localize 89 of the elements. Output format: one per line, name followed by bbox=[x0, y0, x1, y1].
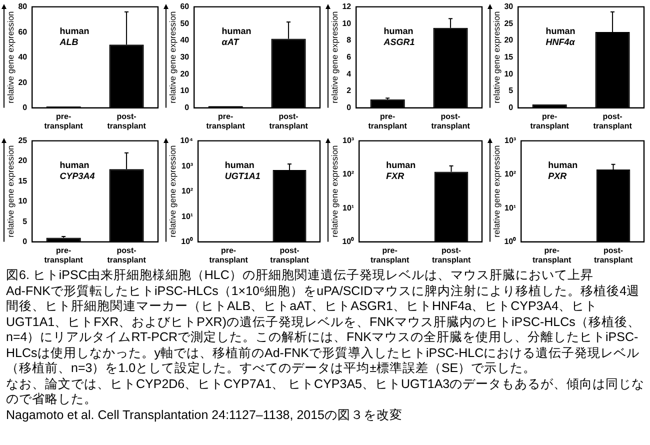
y-tick-label: 40 bbox=[180, 36, 190, 45]
y-tick-label: 40 bbox=[18, 52, 28, 62]
y-tick-label: 10⁴ bbox=[180, 136, 194, 146]
y-tick-label: 10⁰ bbox=[181, 237, 194, 246]
y-tick-label: 50 bbox=[180, 18, 190, 28]
y-tick-label: 20 bbox=[18, 78, 28, 87]
annotation: human bbox=[60, 160, 90, 170]
annotation: ASGR1 bbox=[382, 36, 415, 47]
x-tick-label: pre-transplant bbox=[368, 112, 408, 130]
y-axis-title: relative gene expression bbox=[167, 10, 178, 104]
y-tick-label: 10² bbox=[504, 170, 516, 179]
y-tick-label: 10² bbox=[342, 170, 354, 179]
x-tick-label: pre-transplant bbox=[206, 112, 246, 130]
y-tick-label: 60 bbox=[180, 2, 190, 12]
y-tick-label: 10¹ bbox=[181, 212, 194, 221]
y-tick-label: 10² bbox=[181, 186, 194, 196]
x-tick-label: pre-transplant bbox=[44, 112, 84, 130]
y-tick-label: 10¹ bbox=[504, 203, 516, 212]
y-axis-title: relative gene expression bbox=[5, 144, 16, 238]
x-tick-label: pre-transplant bbox=[44, 246, 84, 264]
y-tick-label: 15 bbox=[18, 176, 28, 186]
annotation: human bbox=[386, 160, 416, 170]
annotation: human bbox=[222, 26, 252, 36]
y-tick-label: 0 bbox=[22, 237, 28, 246]
annotation: UGT1A1 bbox=[224, 170, 260, 181]
annotation: PXR bbox=[548, 170, 568, 181]
y-tick-label: 10 bbox=[504, 69, 514, 78]
y-tick-label: 8 bbox=[346, 36, 352, 45]
y-tick-label: 10³ bbox=[504, 136, 516, 146]
y-tick-label: 6 bbox=[346, 52, 352, 62]
annotation: human bbox=[546, 26, 576, 36]
x-tick-label: post-transplant bbox=[107, 246, 146, 264]
y-tick-label: 20 bbox=[180, 69, 190, 78]
y-tick-label: 5 bbox=[508, 86, 514, 96]
y-tick-label: 0 bbox=[508, 103, 514, 112]
x-tick-label: post-transplant bbox=[269, 112, 308, 130]
text: Ad-FNKで形質転したヒトiPSC-HLCs（1×10⁶細胞）をuPA/SCIDマウスに脾内注射により移植した。移植後4週間後、ヒト肝細胞関連マーカー（ヒトALB、ヒトaAT、ヒトASGR1、ヒトHNF4a、ヒトCYP3A4、ヒトUGT1A1、ヒトFXR、およびヒトPXR)の遺伝子発現レベルを、FNKマウス肝臓内のヒトiPSC-HLCs（移植後、n=4）にリアルタイムRT-PCRで測定した。この解析には、FNKマウスの全肝臓を使用し、分離したヒトiPSC-HLCsは使用しなかった。y軸では、移植前のAd-FNKで形質導入したヒトiPSC-HLCにおける遺伝子発現レベル（移植前、n=3）を1.0として設定した。すべてのデータは平均±標準誤差（SE）で示した。 bbox=[6, 284, 642, 376]
y-tick-label: 10 bbox=[180, 86, 190, 96]
x-tick-label: post-transplant bbox=[432, 246, 471, 264]
annotation: CYP3A4 bbox=[60, 170, 95, 181]
y-tick-label: 4 bbox=[346, 69, 352, 78]
y-tick-label: 15 bbox=[504, 52, 514, 62]
y-tick-label: 10⁰ bbox=[342, 237, 354, 246]
y-tick-label: 20 bbox=[18, 156, 28, 166]
annotation: human bbox=[60, 26, 90, 36]
x-tick-label: pre-transplant bbox=[209, 246, 248, 264]
text: Nagamoto et al. Cell Transplantation 24:1127–1138, 2015の図３を改変 bbox=[6, 408, 404, 423]
y-axis-title: relative gene expression bbox=[491, 10, 502, 104]
x-tick-label: pre-transplant bbox=[530, 112, 570, 130]
y-tick-label: 10³ bbox=[342, 136, 354, 146]
annotation: human bbox=[224, 160, 254, 170]
annotation: FXR bbox=[386, 170, 405, 181]
y-tick-label: 20 bbox=[504, 36, 514, 45]
y-tick-label: 0 bbox=[346, 103, 352, 112]
x-tick-label: pre-transplant bbox=[370, 246, 410, 264]
y-tick-label: 25 bbox=[504, 18, 514, 28]
annotation: αAT bbox=[222, 36, 240, 47]
x-tick-label: post-transplant bbox=[594, 246, 633, 264]
y-tick-label: 10 bbox=[18, 196, 28, 206]
y-tick-label: 10⁰ bbox=[504, 237, 516, 246]
x-tick-label: post-transplant bbox=[107, 112, 146, 130]
annotation: HNF4α bbox=[546, 36, 576, 47]
y-tick-label: 12 bbox=[342, 2, 352, 12]
y-tick-label: 25 bbox=[18, 136, 28, 146]
y-axis-title: relative gene expression bbox=[329, 144, 340, 238]
y-tick-label: 5 bbox=[22, 216, 28, 226]
y-tick-label: 0 bbox=[184, 103, 190, 112]
y-tick-label: 0 bbox=[22, 103, 28, 112]
y-axis-title: relative gene expression bbox=[5, 10, 16, 104]
text: なお、論文では、ヒトCYP2D6、ヒトCYP7A1、 ヒトCYP3A5、ヒトUGT1A3のデータもあるが、傾向は同じなので省略した。 bbox=[6, 376, 646, 408]
annotation: human bbox=[548, 160, 578, 170]
caption: 図6. ヒトiPSC由来肝細胞様細胞（HLC）の肝細胞関連遺伝子発現レベルは、マウス肝臓において上昇 bbox=[6, 268, 594, 284]
y-tick-label: 10³ bbox=[181, 161, 194, 170]
y-tick-label: 80 bbox=[18, 2, 28, 12]
annotation: ALB bbox=[58, 36, 79, 47]
x-tick-label: post-transplant bbox=[431, 112, 470, 130]
y-axis-title: relative gene expression bbox=[491, 144, 502, 238]
x-tick-label: post-transplant bbox=[593, 112, 632, 130]
y-tick-label: 10¹ bbox=[342, 203, 354, 212]
x-tick-label: pre-transplant bbox=[532, 246, 572, 264]
y-tick-label: 60 bbox=[18, 27, 28, 36]
y-tick-label: 10 bbox=[342, 18, 352, 28]
x-tick-label: post-transplant bbox=[270, 246, 310, 264]
y-axis-title: relative gene expression bbox=[329, 10, 340, 104]
y-tick-label: 2 bbox=[346, 86, 352, 96]
y-tick-label: 30 bbox=[504, 2, 514, 12]
y-tick-label: 30 bbox=[180, 52, 190, 62]
y-axis-title: relative gene expression bbox=[167, 144, 178, 238]
annotation: human bbox=[384, 26, 414, 36]
